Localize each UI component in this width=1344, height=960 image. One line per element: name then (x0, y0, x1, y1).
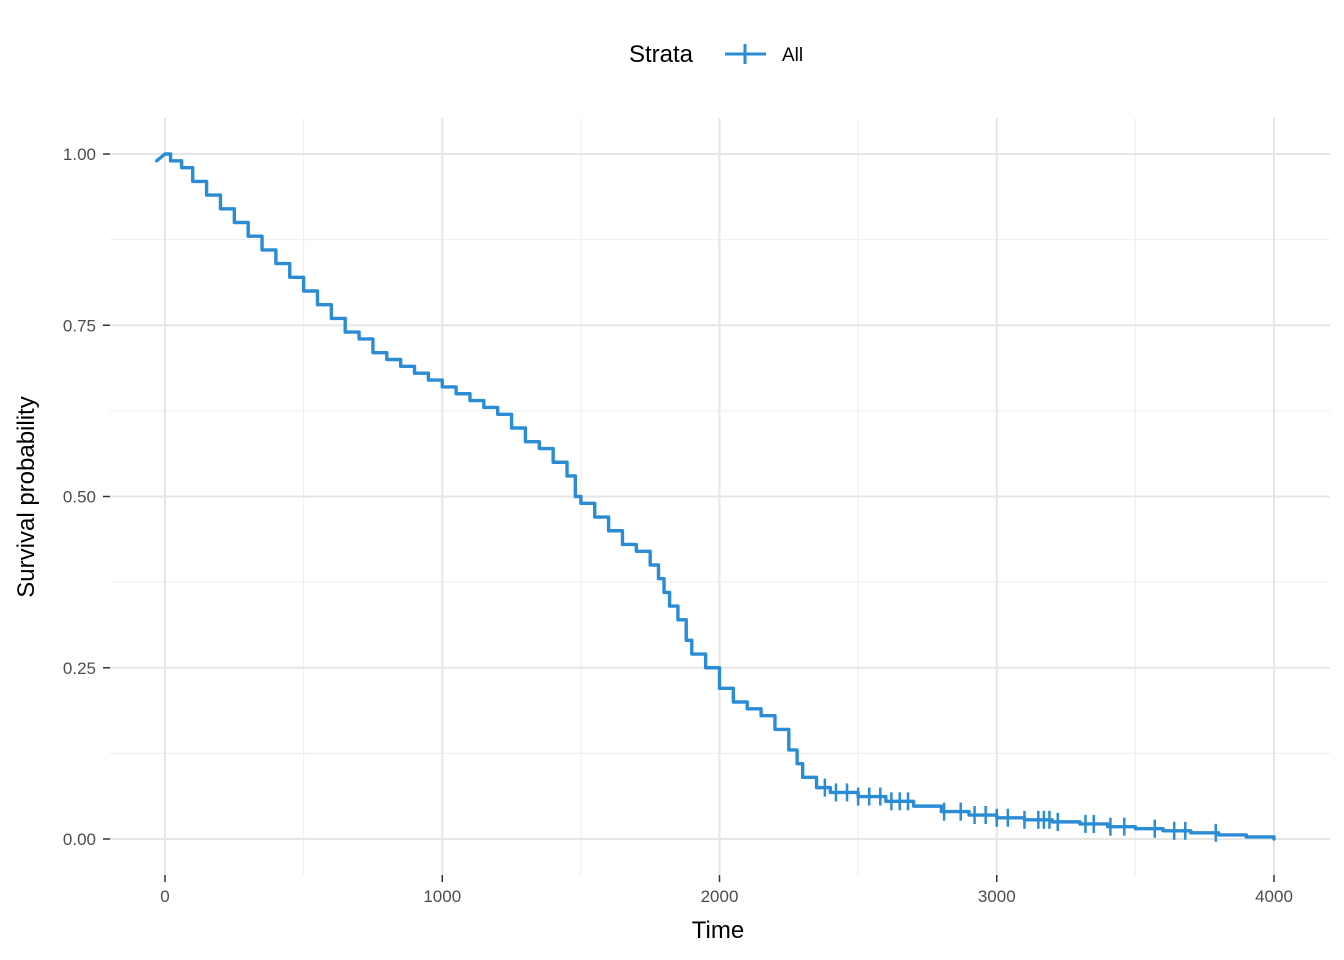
legend-title: Strata (629, 41, 694, 68)
x-axis: 0 1000 2000 3000 4000 (160, 875, 1293, 906)
y-tick-label: 0.25 (63, 659, 96, 678)
x-tick-label: 3000 (978, 887, 1016, 906)
x-tick-label: 1000 (423, 887, 461, 906)
y-tick-label: 0.75 (63, 316, 96, 335)
major-gridlines (110, 118, 1330, 875)
series-all-line (154, 152, 1276, 841)
x-tick-label: 2000 (701, 887, 739, 906)
series-layer (154, 152, 1276, 841)
y-axis: 0.00 0.25 0.50 0.75 1.00 (63, 145, 110, 849)
y-tick-label: 1.00 (63, 145, 96, 164)
legend-label-all: All (782, 45, 803, 66)
x-tick-label: 0 (160, 887, 169, 906)
y-tick-label: 0.00 (63, 830, 96, 849)
x-axis-title: Time (692, 917, 744, 944)
legend: Strata All (629, 41, 803, 68)
x-tick-label: 4000 (1255, 887, 1293, 906)
y-tick-label: 0.50 (63, 488, 96, 507)
y-axis-title: Survival probability (13, 396, 40, 597)
censor-marks (823, 778, 1218, 842)
